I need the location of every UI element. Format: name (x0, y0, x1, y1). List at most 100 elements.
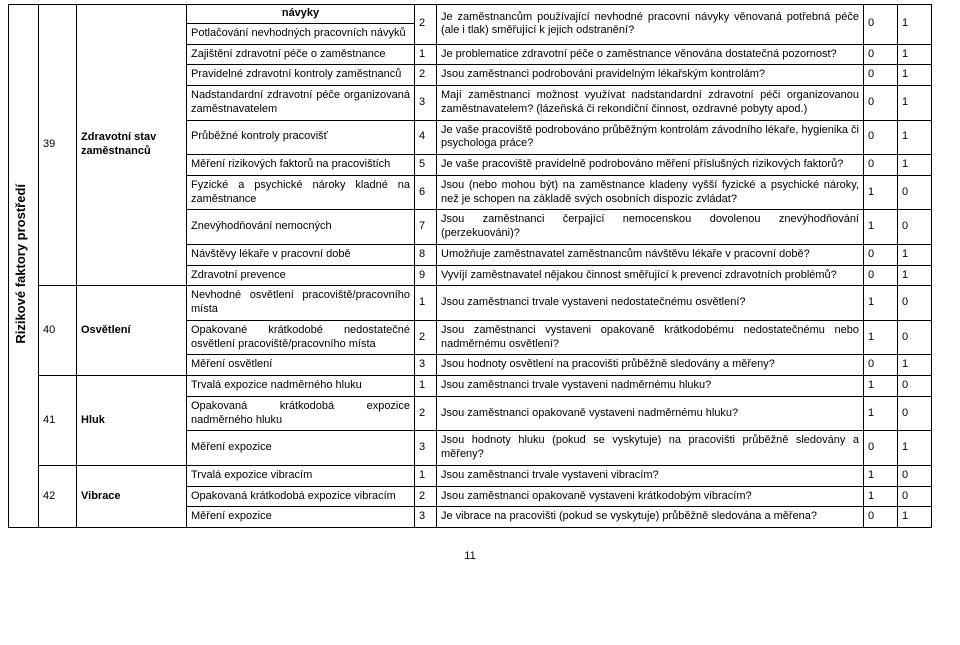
item-text: Zajištění zdravotní péče o zaměstnance (187, 44, 415, 65)
score-a: 1 (864, 486, 898, 507)
item-number: 3 (415, 507, 437, 528)
score-a: 1 (864, 396, 898, 431)
score-b: 1 (898, 507, 932, 528)
item-text: Měření osvětlení (187, 355, 415, 376)
item-number: 3 (415, 355, 437, 376)
question-text: Jsou zaměstnanci trvale vystaveni vibrac… (437, 465, 864, 486)
score-b: 1 (898, 5, 932, 45)
item-number: 3 (415, 431, 437, 466)
item-number: 9 (415, 265, 437, 286)
item-number: 2 (415, 320, 437, 355)
score-a: 0 (864, 155, 898, 176)
score-a: 0 (864, 244, 898, 265)
question-text: Jsou zaměstnanci opakovaně vystaveni krá… (437, 486, 864, 507)
question-text: Jsou zaměstnanci trvale vystaveni nedost… (437, 286, 864, 321)
item-number: 2 (415, 5, 437, 45)
score-b: 0 (898, 175, 932, 210)
score-b: 1 (898, 355, 932, 376)
score-a: 0 (864, 265, 898, 286)
score-a: 0 (864, 120, 898, 155)
score-b: 0 (898, 286, 932, 321)
section-name: Vibrace (77, 465, 187, 527)
score-b: 1 (898, 265, 932, 286)
section-number: 40 (39, 286, 77, 376)
item-number: 5 (415, 155, 437, 176)
item-number: 1 (415, 44, 437, 65)
score-a: 0 (864, 44, 898, 65)
item-number: 8 (415, 244, 437, 265)
table-row: 42 Vibrace Trvalá expozice vibracím 1 Js… (9, 465, 932, 486)
score-b: 0 (898, 486, 932, 507)
section-name-line2: zaměstnanců (81, 145, 151, 157)
score-a: 1 (864, 286, 898, 321)
score-a: 0 (864, 5, 898, 45)
score-a: 1 (864, 465, 898, 486)
question-text: Jsou zaměstnanci čerpající nemocenskou d… (437, 210, 864, 245)
question-text: Jsou zaměstnanci podrobováni pravidelným… (437, 65, 864, 86)
item-number: 1 (415, 286, 437, 321)
score-a: 0 (864, 507, 898, 528)
score-b: 0 (898, 376, 932, 397)
question-text: Jsou zaměstnanci trvale vystaveni nadměr… (437, 376, 864, 397)
item-text: Pravidelné zdravotní kontroly zaměstnanc… (187, 65, 415, 86)
question-text: Jsou hodnoty hluku (pokud se vyskytuje) … (437, 431, 864, 466)
table-row: 41 Hluk Trvalá expozice nadměrného hluku… (9, 376, 932, 397)
question-text: Jsou zaměstnanci opakovaně vystaveni nad… (437, 396, 864, 431)
score-a: 1 (864, 175, 898, 210)
score-a: 1 (864, 210, 898, 245)
item-number: 1 (415, 376, 437, 397)
item-text: Potlačování nevhodných pracovních návyků (187, 23, 414, 43)
item-text: Opakované krátkodobé nedostatečné osvětl… (187, 320, 415, 355)
item-text: Zdravotní prevence (187, 265, 415, 286)
item-number: 3 (415, 86, 437, 121)
item-text: Fyzické a psychické nároky kladné na zam… (187, 175, 415, 210)
score-b: 1 (898, 155, 932, 176)
score-b: 0 (898, 465, 932, 486)
page-number: 11 (8, 550, 932, 562)
item-text: Opakovaná krátkodobá expozice nadměrného… (187, 396, 415, 431)
item-text: Měření expozice (187, 431, 415, 466)
score-b: 1 (898, 86, 932, 121)
score-b: 1 (898, 120, 932, 155)
item-text: Trvalá expozice vibracím (187, 465, 415, 486)
question-text: Je zaměstnancům používající nevhodné pra… (437, 5, 864, 45)
item-text: Nadstandardní zdravotní péče organizovan… (187, 86, 415, 121)
item-text: Znevýhodňování nemocných (187, 210, 415, 245)
section-name: Zdravotní stav zaměstnanců (77, 5, 187, 286)
question-text: Vyvíjí zaměstnavatel nějakou činnost smě… (437, 265, 864, 286)
question-text: Jsou (nebo mohou být) na zaměstnance kla… (437, 175, 864, 210)
section-name-line1: Zdravotní stav (81, 131, 156, 143)
item-number: 1 (415, 465, 437, 486)
question-text: Mají zaměstnanci možnost využívat nadsta… (437, 86, 864, 121)
item-text: Trvalá expozice nadměrného hluku (187, 376, 415, 397)
score-b: 1 (898, 65, 932, 86)
question-text: Jsou hodnoty osvětlení na pracovišti prů… (437, 355, 864, 376)
section-name: Hluk (77, 376, 187, 466)
item-number: 4 (415, 120, 437, 155)
item-text: Opakovaná krátkodobá expozice vibracím (187, 486, 415, 507)
question-text: Jsou zaměstnanci vystaveni opakovaně krá… (437, 320, 864, 355)
item-number: 7 (415, 210, 437, 245)
score-a: 1 (864, 320, 898, 355)
item-text: Návštěvy lékaře v pracovní době (187, 244, 415, 265)
table-row: 40 Osvětlení Nevhodné osvětlení pracoviš… (9, 286, 932, 321)
question-text: Je problematice zdravotní péče o zaměstn… (437, 44, 864, 65)
question-text: Je vaše pracoviště podrobováno průběžným… (437, 120, 864, 155)
score-a: 1 (864, 376, 898, 397)
question-text: Je vibrace na pracovišti (pokud se vysky… (437, 507, 864, 528)
head-label: návyky (187, 5, 414, 23)
section-number: 39 (39, 5, 77, 286)
item-text: Nevhodné osvětlení pracoviště/pracovního… (187, 286, 415, 321)
question-text: Umožňuje zaměstnavatel zaměstnancům návš… (437, 244, 864, 265)
item-number: 2 (415, 486, 437, 507)
score-a: 0 (864, 355, 898, 376)
score-a: 0 (864, 431, 898, 466)
table-row: Rizikové faktory prostředí 39 Zdravotní … (9, 5, 932, 45)
item-number: 6 (415, 175, 437, 210)
score-a: 0 (864, 65, 898, 86)
score-b: 0 (898, 210, 932, 245)
item-text: Průběžné kontroly pracovišť (187, 120, 415, 155)
page: Rizikové faktory prostředí 39 Zdravotní … (0, 0, 960, 586)
item-text: Měření rizikových faktorů na pracovištíc… (187, 155, 415, 176)
question-text: Je vaše pracoviště pravidelně podrobován… (437, 155, 864, 176)
